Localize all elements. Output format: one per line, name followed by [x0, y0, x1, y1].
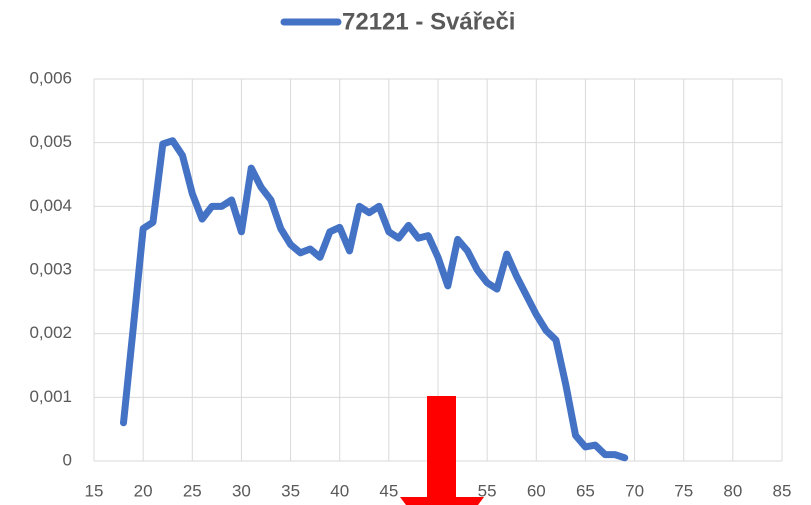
x-tick-label: 80 — [723, 481, 742, 500]
y-tick-label: 0 — [63, 450, 72, 469]
legend-label: 72121 - Svářeči — [342, 8, 515, 35]
x-tick-label: 25 — [183, 481, 202, 500]
x-tick-label: 45 — [379, 481, 398, 500]
x-tick-label: 20 — [134, 481, 153, 500]
x-tick-label: 15 — [85, 481, 104, 500]
data-line — [119, 137, 629, 462]
x-tick-label: 65 — [576, 481, 595, 500]
x-tick-label: 70 — [625, 481, 644, 500]
x-tick-label: 55 — [478, 481, 497, 500]
x-tick-label: 85 — [773, 481, 792, 500]
y-tick-label: 0,006 — [29, 68, 72, 87]
x-tick-label: 35 — [281, 481, 300, 500]
x-tick-label: 40 — [330, 481, 349, 500]
y-tick-label: 0,001 — [29, 387, 72, 406]
y-tick-label: 0,004 — [29, 196, 72, 215]
x-tick-label: 75 — [674, 481, 693, 500]
marker — [400, 396, 484, 505]
x-tick-label: 60 — [527, 481, 546, 500]
x-tick-label: 30 — [232, 481, 251, 500]
y-tick-label: 0,002 — [29, 323, 72, 342]
y-tick-label: 0,005 — [29, 132, 72, 151]
y-tick-label: 0,003 — [29, 259, 72, 278]
